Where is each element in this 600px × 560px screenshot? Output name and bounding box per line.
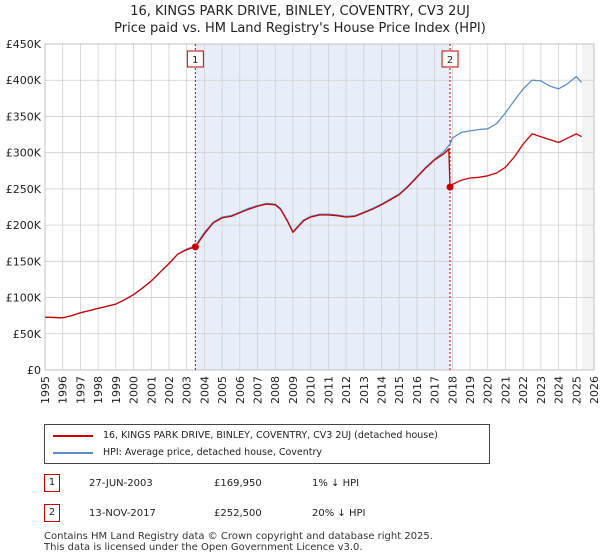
sale-point-1 [191, 243, 199, 251]
x-tick-label: 1995 [39, 376, 52, 404]
y-tick-label: £450K [6, 38, 42, 51]
y-tick-label: £250K [6, 183, 42, 196]
x-tick-label: 2009 [287, 376, 300, 404]
x-tick-label: 1997 [74, 376, 87, 404]
chart-title-line1: 16, KINGS PARK DRIVE, BINLEY, COVENTRY, … [130, 4, 470, 19]
x-tick-label: 2007 [252, 376, 265, 404]
x-tick-label: 2000 [128, 376, 141, 404]
y-tick-label: £0 [27, 364, 41, 377]
x-tick-label: 2008 [269, 376, 282, 404]
legend-item-property: 16, KINGS PARK DRIVE, BINLEY, COVENTRY, … [53, 428, 438, 444]
x-tick-label: 1999 [110, 376, 123, 404]
x-tick-label: 2005 [216, 376, 229, 404]
sale-row-2: 2 13-NOV-2017 £252,500 20% ↓ HPI [44, 504, 444, 524]
plot-frame [44, 43, 595, 371]
sale-badge-2: 2 [44, 504, 60, 522]
x-tick-label: 2018 [446, 376, 459, 404]
x-tick-label: 2017 [429, 376, 442, 404]
legend-label-property: 16, KINGS PARK DRIVE, BINLEY, COVENTRY, … [103, 430, 438, 441]
y-tick-label: £50K [13, 328, 42, 341]
x-tick-label: 2014 [375, 376, 388, 404]
sale-date-1: 27-JUN-2003 [89, 478, 153, 489]
sale-point-2 [446, 183, 454, 191]
sale-row-1: 1 27-JUN-2003 £169,950 1% ↓ HPI [44, 474, 444, 494]
sale-interval-shade [195, 44, 451, 370]
x-tick-label: 2020 [482, 376, 495, 404]
sale-marker-box-2 [441, 50, 459, 68]
future-region [581, 44, 594, 370]
x-tick-label: 2022 [517, 376, 530, 404]
x-tick-label: 2003 [181, 376, 194, 404]
x-tick-label: 2004 [198, 376, 211, 404]
sale-price-1: £169,950 [214, 478, 262, 489]
y-tick-label: £100K [6, 292, 42, 305]
footer-line2: This data is licensed under the Open Gov… [44, 542, 363, 553]
x-tick-label: 2026 [588, 376, 600, 404]
chart-title-line2: Price paid vs. HM Land Registry's House … [114, 21, 486, 36]
x-tick-label: 2023 [535, 376, 548, 404]
footer: Contains HM Land Registry data © Crown c… [44, 531, 433, 553]
y-tick-label: £400K [6, 74, 42, 87]
legend-swatch-property [53, 434, 93, 437]
legend-label-hpi: HPI: Average price, detached house, Cove… [103, 447, 323, 458]
y-tick-label: £200K [6, 219, 42, 232]
x-tick-label: 2002 [163, 376, 176, 404]
series-line-property [44, 133, 582, 319]
x-tick-label: 2019 [464, 376, 477, 404]
x-tick-label: 2001 [145, 376, 158, 404]
sale-marker-label-1: 1 [192, 55, 198, 66]
chart-title: 16, KINGS PARK DRIVE, BINLEY, COVENTRY, … [0, 3, 600, 37]
legend: 16, KINGS PARK DRIVE, BINLEY, COVENTRY, … [44, 424, 490, 464]
sale-badge-1: 1 [44, 474, 60, 492]
x-tick-label: 2024 [553, 376, 566, 404]
x-tick-label: 1996 [57, 376, 70, 404]
sale-price-2: £252,500 [214, 508, 262, 519]
y-tick-label: £150K [6, 255, 42, 268]
sale-marker-label-2: 2 [447, 55, 453, 66]
x-tick-label: 2010 [305, 376, 318, 404]
y-tick-label: £350K [6, 110, 42, 123]
price-chart: £0 £50K £100K £150K £200K £250K £300K £350K £400… [6, 38, 600, 404]
sale-hpi-2: 20% ↓ HPI [312, 508, 366, 519]
sale-hpi-1: 1% ↓ HPI [312, 478, 360, 489]
x-tick-label: 2025 [570, 376, 583, 404]
legend-item-hpi: HPI: Average price, detached house, Cove… [53, 445, 322, 461]
legend-swatch-hpi [53, 451, 93, 454]
x-tick-label: 2013 [358, 376, 371, 404]
x-tick-label: 2016 [411, 376, 424, 404]
sale-marker-box-1 [186, 50, 204, 68]
y-tick-label: £300K [6, 147, 42, 160]
sale-date-2: 13-NOV-2017 [89, 508, 156, 519]
x-tick-label: 2015 [393, 376, 406, 404]
x-tick-label: 1998 [92, 376, 105, 404]
x-tick-label: 2006 [234, 376, 247, 404]
x-tick-label: 2011 [322, 376, 335, 404]
footer-line1: Contains HM Land Registry data © Crown c… [44, 531, 433, 542]
x-tick-label: 2021 [499, 376, 512, 404]
x-tick-label: 2012 [340, 376, 353, 404]
